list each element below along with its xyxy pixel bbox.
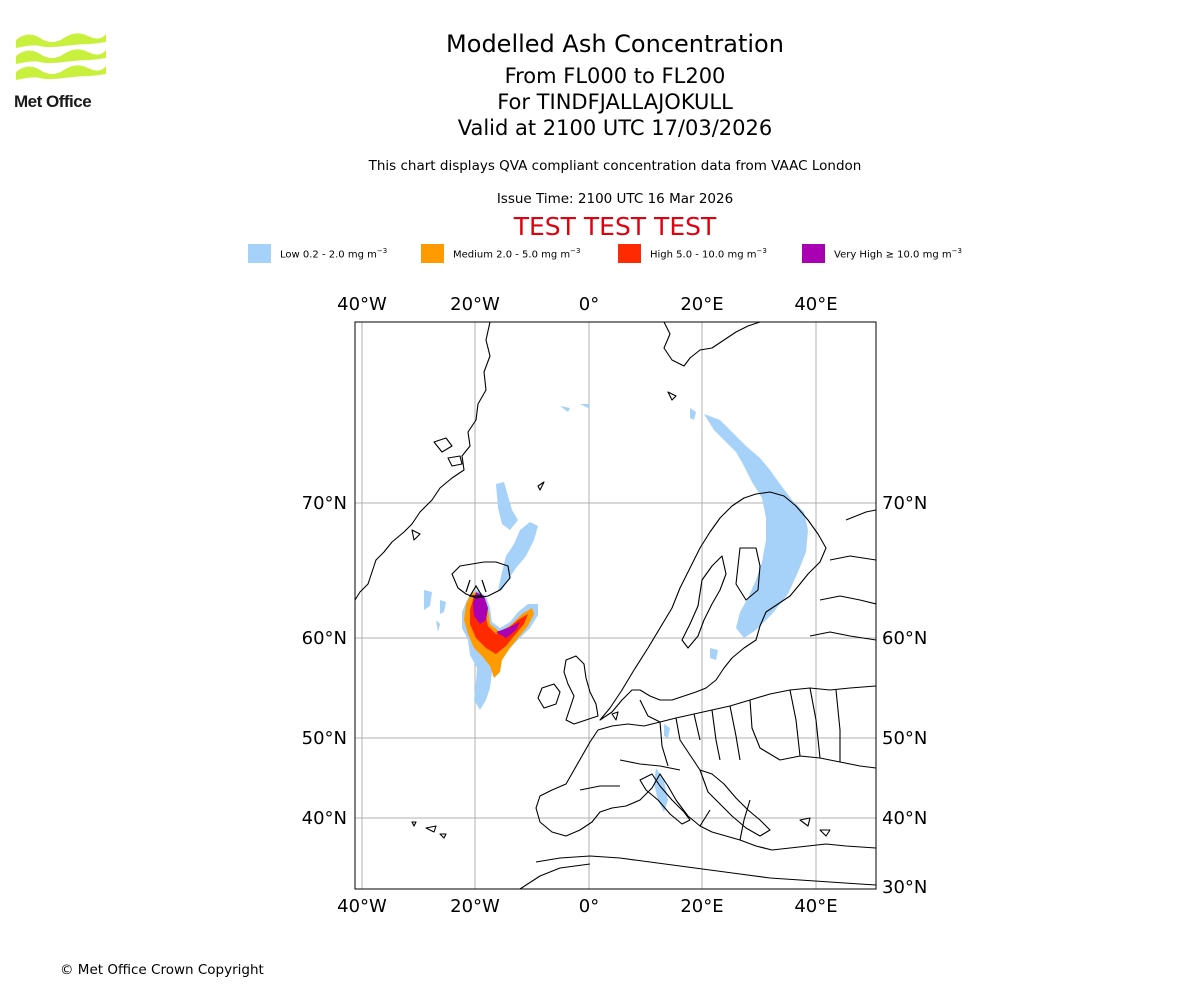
legend-item-medium: Medium 2.0 - 5.0 mg m−3	[421, 244, 580, 263]
legend-label-low: Low 0.2 - 2.0 mg m−3	[280, 246, 388, 261]
lat-label-left: 60°N	[302, 628, 347, 649]
lon-label-top: 40°W	[337, 294, 387, 315]
legend-swatch-medium	[421, 244, 444, 263]
volcano-name: For TINDFJALLAJOKULL	[497, 90, 733, 114]
issue-time: Issue Time: 2100 UTC 16 Mar 2026	[496, 191, 734, 207]
chart-title: Modelled Ash Concentration	[446, 30, 784, 58]
test-banner: TEST TEST TEST	[513, 212, 717, 241]
chart-title-details: From FL000 to FL200 For TINDFJALLAJOKULL…	[315, 63, 915, 141]
lon-label-bottom: 20°W	[450, 896, 500, 917]
met-office-waves-icon	[16, 33, 106, 80]
legend-swatch-low	[248, 244, 271, 263]
lat-labels-left: 70°N 60°N 50°N 40°N	[302, 493, 347, 829]
lon-label-top: 40°E	[794, 294, 837, 315]
copyright-notice: © Met Office Crown Copyright	[60, 962, 264, 978]
lon-labels-top: 40°W 20°W 0° 20°E 40°E	[337, 294, 837, 315]
met-office-logo: Met Office	[14, 30, 108, 112]
legend-item-very-high: Very High ≥ 10.0 mg m−3	[802, 244, 962, 263]
volcano-marker	[465, 579, 487, 597]
legend-item-high: High 5.0 - 10.0 mg m−3	[618, 244, 767, 263]
legend-label-very-high: Very High ≥ 10.0 mg m−3	[834, 246, 962, 261]
flight-level-range: From FL000 to FL200	[504, 64, 726, 88]
legend-swatch-high	[618, 244, 641, 263]
lon-label-bottom: 40°W	[337, 896, 387, 917]
lon-label-bottom: 0°	[579, 896, 599, 917]
map-gridlines	[355, 322, 876, 889]
valid-time: Valid at 2100 UTC 17/03/2026	[457, 116, 773, 140]
ash-high-concentration	[470, 596, 528, 654]
lat-label-right: 50°N	[882, 728, 927, 749]
legend-label-high: High 5.0 - 10.0 mg m−3	[650, 246, 767, 261]
legend-item-low: Low 0.2 - 2.0 mg m−3	[248, 244, 387, 263]
lon-label-top: 0°	[579, 294, 599, 315]
lat-label-right: 40°N	[882, 808, 927, 829]
lon-labels-bottom: 40°W 20°W 0° 20°E 40°E	[337, 896, 837, 917]
lon-label-bottom: 40°E	[794, 896, 837, 917]
lon-label-bottom: 20°E	[680, 896, 723, 917]
logo-text: Met Office	[14, 92, 92, 111]
lon-label-top: 20°E	[680, 294, 723, 315]
chart-subtitle: This chart displays QVA compliant concen…	[368, 158, 862, 174]
lat-label-right: 70°N	[882, 493, 927, 514]
ash-very-high-concentration	[473, 592, 520, 638]
coastlines	[355, 322, 876, 889]
lat-label-left: 70°N	[302, 493, 347, 514]
legend-swatch-very-high	[802, 244, 825, 263]
lat-label-left: 40°N	[302, 808, 347, 829]
map-frame	[354, 321, 877, 890]
lat-label-right: 60°N	[882, 628, 927, 649]
lat-label-left: 50°N	[302, 728, 347, 749]
lat-labels-right: 70°N 60°N 50°N 40°N 30°N	[882, 493, 927, 898]
lat-label-right: 30°N	[882, 877, 927, 898]
lon-label-top: 20°W	[450, 294, 500, 315]
legend-label-medium: Medium 2.0 - 5.0 mg m−3	[453, 246, 581, 261]
